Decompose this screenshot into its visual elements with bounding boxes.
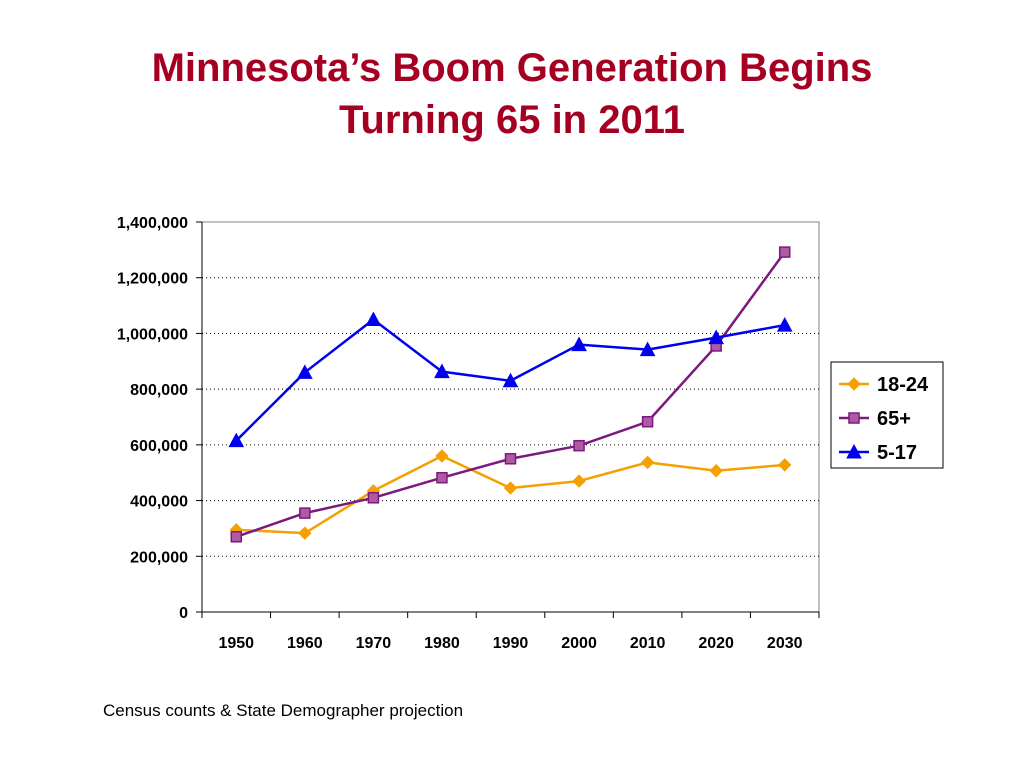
y-tick-label: 1,000,000 <box>117 326 188 343</box>
data-point-18-24 <box>503 481 518 495</box>
data-point-18-24 <box>640 455 655 470</box>
y-tick-label: 0 <box>179 605 188 622</box>
y-tick-label: 400,000 <box>130 494 188 511</box>
legend-label-65: 65+ <box>877 408 911 430</box>
legend-marker-5-17 <box>846 443 862 459</box>
title-line-1: Minnesota’s Boom Generation Begins <box>151 46 873 90</box>
y-tick-label: 1,400,000 <box>117 215 188 232</box>
data-point-5-17 <box>296 364 313 379</box>
data-point-5-17 <box>502 372 519 388</box>
x-tick-label: 1960 <box>287 635 323 652</box>
y-tick-label: 800,000 <box>130 382 188 399</box>
data-point-65 <box>641 415 654 428</box>
data-point-5-17 <box>434 363 450 379</box>
legend-marker-65 <box>848 412 860 424</box>
data-point-65 <box>436 471 448 484</box>
x-tick-label: 1970 <box>356 635 392 652</box>
legend-label-18-24: 18-24 <box>877 374 929 396</box>
data-point-5-17 <box>639 341 656 357</box>
data-point-18-24 <box>298 526 312 540</box>
data-point-65 <box>504 453 517 465</box>
source-note: Census counts & State Demographer projec… <box>103 701 464 720</box>
data-point-5-17 <box>228 432 245 448</box>
title-line-2: Turning 65 in 2011 <box>338 98 686 142</box>
y-tick-label: 200,000 <box>130 549 188 566</box>
slide-title: Minnesota’s Boom Generation Begins Turni… <box>0 42 1024 146</box>
data-point-5-17 <box>708 329 725 345</box>
data-point-5-17 <box>365 311 382 326</box>
data-point-18-24 <box>709 464 723 478</box>
data-point-18-24 <box>572 474 586 488</box>
x-tick-label: 2010 <box>630 635 666 652</box>
legend-label-5-17: 5-17 <box>877 442 917 464</box>
x-tick-label: 2000 <box>561 635 597 652</box>
data-point-18-24 <box>778 458 792 472</box>
data-point-18-24 <box>435 449 449 463</box>
data-point-5-17 <box>776 317 793 332</box>
data-point-65 <box>299 507 311 519</box>
data-point-65 <box>367 492 380 504</box>
x-tick-label: 2030 <box>767 635 803 652</box>
data-point-65 <box>573 439 585 452</box>
x-tick-label: 2020 <box>698 635 734 652</box>
x-tick-label: 1990 <box>493 635 529 652</box>
plot-area <box>201 221 820 613</box>
x-tick-label: 1980 <box>424 635 460 652</box>
y-tick-label: 600,000 <box>130 438 188 455</box>
data-point-65 <box>778 246 791 258</box>
x-tick-label: 1950 <box>218 635 254 652</box>
data-point-5-17 <box>571 336 587 352</box>
data-point-65 <box>230 531 243 543</box>
legend-marker-18-24 <box>847 377 861 391</box>
y-tick-label: 1,200,000 <box>117 271 188 288</box>
